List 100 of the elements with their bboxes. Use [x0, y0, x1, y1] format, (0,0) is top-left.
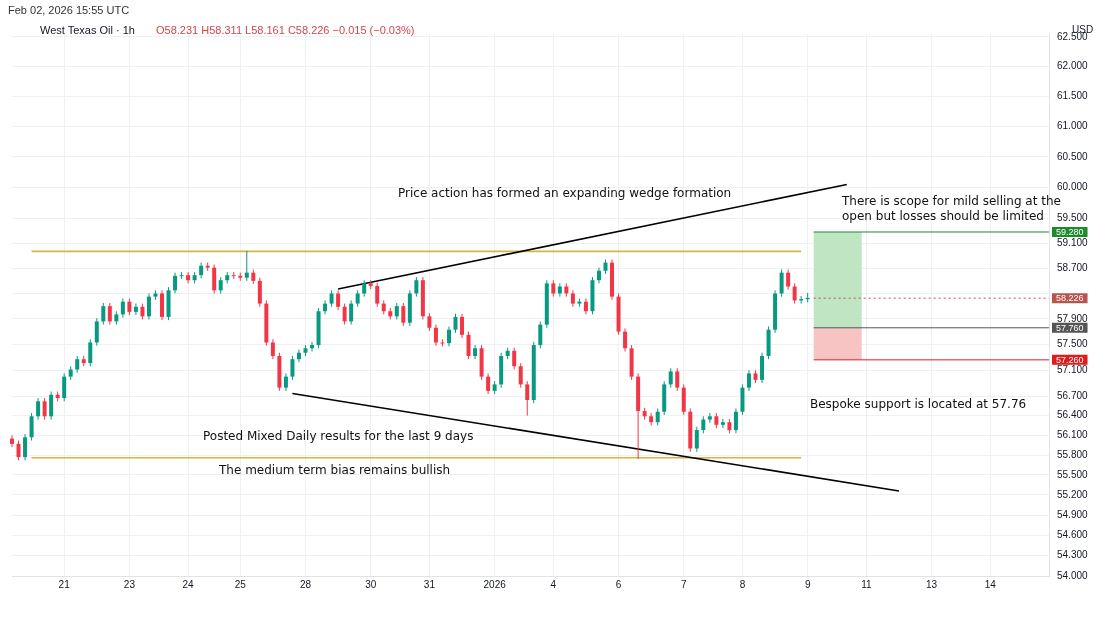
candlestick: [270, 338, 275, 360]
x-tick-label: 23: [123, 578, 136, 590]
candlestick: [244, 250, 249, 282]
candlestick: [336, 289, 341, 311]
candlestick: [16, 440, 21, 461]
chart-subtitle: O58.231 H58.311 L58.161 C58.226 −0.015 (−0.03%): [156, 24, 415, 36]
candlestick: [133, 303, 138, 316]
y-tick-label: 54.600: [1057, 529, 1089, 540]
y-tick-label: 60.000: [1057, 181, 1089, 193]
candlestick: [518, 362, 523, 389]
candlestick: [486, 372, 491, 395]
candlestick: [186, 271, 191, 284]
candlestick: [460, 313, 465, 339]
x-tick-label: 14: [984, 578, 997, 590]
candlestick: [257, 277, 262, 308]
annotation: Posted Mixed Daily results for the last 9 days: [203, 429, 474, 443]
candlestick: [512, 347, 517, 371]
candlestick: [107, 302, 112, 326]
candlestick: [694, 426, 699, 453]
candlestick: [675, 367, 680, 392]
candlestick: [94, 317, 99, 347]
candlestick: [623, 327, 628, 352]
candlestick: [342, 303, 347, 326]
candlestick: [120, 298, 125, 319]
annotation: The medium term bias remains bullish: [219, 463, 451, 477]
ref-line-label: 58.226: [1056, 293, 1084, 304]
candlestick: [707, 412, 712, 424]
candlestick: [62, 372, 67, 402]
x-tick-label: 6: [615, 578, 622, 590]
candlestick: [525, 380, 530, 417]
candlestick: [375, 282, 380, 308]
candlestick: [401, 302, 406, 327]
candlestick: [538, 320, 543, 349]
y-tick-label: 62.000: [1057, 60, 1089, 72]
candlestick: [290, 355, 295, 381]
chart-title: West Texas Oil · 1h: [40, 24, 135, 36]
y-tick-label: 61.500: [1057, 90, 1089, 102]
ref-line-label: 57.260: [1056, 354, 1084, 365]
y-tick-label: 59.100: [1057, 236, 1089, 248]
annotation: Price action has formed an expanding wedge formation: [398, 186, 732, 200]
ref-line-label: 59.280: [1056, 226, 1084, 237]
x-tick-label: 31: [423, 578, 436, 590]
candlestick: [212, 263, 217, 294]
candlestick: [466, 331, 471, 360]
candlestick: [349, 299, 354, 326]
y-tick-label: 59.500: [1057, 212, 1089, 224]
candlestick: [10, 434, 14, 448]
y-tick-label: 54.900: [1057, 508, 1089, 520]
y-tick-label: 55.200: [1057, 488, 1089, 500]
candlestick: [296, 349, 301, 363]
candlestick: [23, 433, 28, 461]
ref-line-label: 57.760: [1056, 322, 1084, 333]
y-tick-label: 54.000: [1057, 569, 1089, 581]
candlestick: [49, 391, 54, 421]
x-tick-label: 28: [299, 578, 312, 590]
candlestick: [760, 352, 765, 384]
text: Feb 02, 2026 15:55 UTC: [8, 4, 130, 16]
x-tick-label: 2026: [483, 578, 507, 590]
y-tick-label: 60.500: [1057, 150, 1089, 162]
y-tick-label: 57.900: [1057, 312, 1089, 324]
candlestick: [668, 367, 673, 389]
candlestick: [720, 418, 725, 429]
candlestick: [160, 289, 165, 321]
y-tick-label: 55.800: [1057, 448, 1089, 460]
candlestick: [792, 282, 797, 305]
y-tick-label: 56.100: [1057, 429, 1089, 441]
x-tick-label: 24: [182, 578, 195, 590]
x-tick-label: 4: [550, 578, 557, 590]
x-tick-label: 30: [365, 578, 377, 590]
candlestick: [88, 338, 93, 367]
candlestick: [36, 397, 41, 421]
y-tick-label: 57.100: [1057, 363, 1089, 375]
y-tick-label: 57.500: [1057, 338, 1089, 350]
candlestick: [29, 412, 34, 442]
candlestick: [146, 292, 151, 320]
x-tick-label: 7: [680, 578, 687, 590]
y-tick-label: 56.700: [1057, 389, 1089, 401]
candlestick: [446, 326, 451, 347]
candlestick: [173, 272, 178, 294]
candlestick: [310, 341, 315, 352]
candlestick: [786, 269, 791, 291]
x-tick-label: 13: [926, 578, 938, 590]
candlestick: [414, 276, 419, 298]
candlestick: [779, 269, 784, 298]
y-tick-label: 58.700: [1057, 262, 1089, 274]
x-tick-label: 9: [804, 578, 811, 590]
candlestick: [733, 407, 738, 434]
annotation: Bespoke support is located at 57.76: [810, 397, 1027, 411]
x-tick-label: 21: [58, 578, 71, 590]
y-tick-label: 54.300: [1057, 549, 1089, 561]
candlestick: [453, 313, 458, 334]
candlestick: [42, 397, 47, 421]
candlestick: [746, 369, 751, 392]
candlestick: [323, 299, 328, 315]
y-tick-label: 56.400: [1057, 409, 1089, 421]
x-tick-label: 11: [861, 578, 873, 590]
x-tick-label: 25: [234, 578, 247, 590]
y-tick-label: 61.000: [1057, 120, 1089, 132]
x-tick-label: 8: [739, 578, 746, 590]
y-tick-label: 55.500: [1057, 468, 1089, 480]
